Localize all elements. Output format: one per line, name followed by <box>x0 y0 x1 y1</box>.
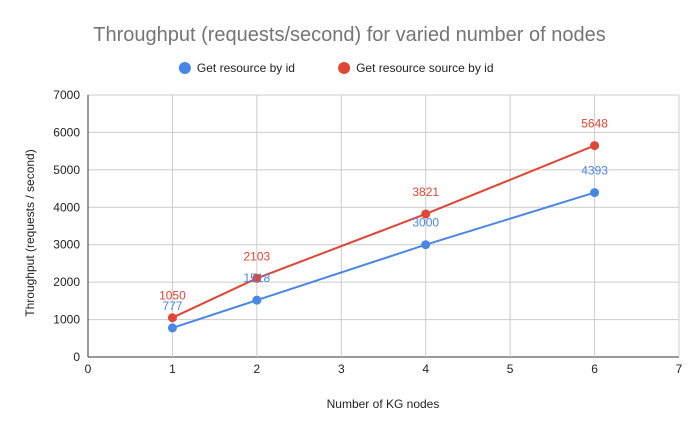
x-tick-label: 6 <box>591 362 598 376</box>
series-group <box>167 141 600 333</box>
series-line <box>172 144 595 319</box>
data-label: 3000 <box>412 216 439 230</box>
data-point <box>252 295 262 305</box>
data-label: 1050 <box>159 289 186 303</box>
data-label: 2103 <box>244 249 271 263</box>
data-point <box>590 141 600 151</box>
y-tick-label: 2000 <box>53 275 80 289</box>
x-tick-label: 2 <box>254 362 261 376</box>
x-axis-label: Number of KG nodes <box>327 397 440 411</box>
data-point <box>167 323 177 333</box>
y-tick-label: 1000 <box>53 313 80 327</box>
y-tick-label: 7000 <box>53 88 80 102</box>
data-point <box>421 240 431 250</box>
data-label: 3821 <box>412 185 439 199</box>
data-label: 5648 <box>581 117 608 131</box>
data-point <box>421 209 431 219</box>
y-tick-label: 6000 <box>53 125 80 139</box>
y-tick-label: 3000 <box>53 238 80 252</box>
x-tick-label: 0 <box>85 362 92 376</box>
grid <box>87 94 680 358</box>
data-point <box>167 313 177 323</box>
data-label: 1518 <box>244 271 271 285</box>
data-point <box>252 273 262 283</box>
x-tick-labels: 0 1 2 3 4 5 6 7 <box>85 362 683 376</box>
legend: Get resource by id Get resource source by… <box>178 61 494 75</box>
data-label: 777 <box>162 299 182 313</box>
x-tick-label: 1 <box>169 362 176 376</box>
x-tick-label: 7 <box>676 362 683 376</box>
x-tick-label: 5 <box>507 362 514 376</box>
series-line <box>172 191 595 329</box>
y-axis-label: Throughput (requests / second) <box>23 149 37 316</box>
y-tick-label: 5000 <box>53 163 80 177</box>
chart-title: Throughput (requests/second) for varied … <box>93 24 606 46</box>
data-label: 4393 <box>581 164 608 178</box>
legend-label: Get resource by id <box>197 61 295 75</box>
y-tick-labels: 0 1000 2000 3000 4000 5000 6000 7000 <box>53 88 80 364</box>
y-tick-label: 0 <box>73 350 80 364</box>
data-point <box>590 188 600 198</box>
y-tick-label: 4000 <box>53 200 80 214</box>
legend-marker <box>338 62 351 74</box>
legend-marker <box>178 62 191 74</box>
x-tick-label: 4 <box>422 362 429 376</box>
legend-label: Get resource source by id <box>356 61 493 75</box>
data-labels: 777 1518 3000 4393 1050 2103 3821 5648 <box>159 117 608 313</box>
x-tick-label: 3 <box>338 362 345 376</box>
